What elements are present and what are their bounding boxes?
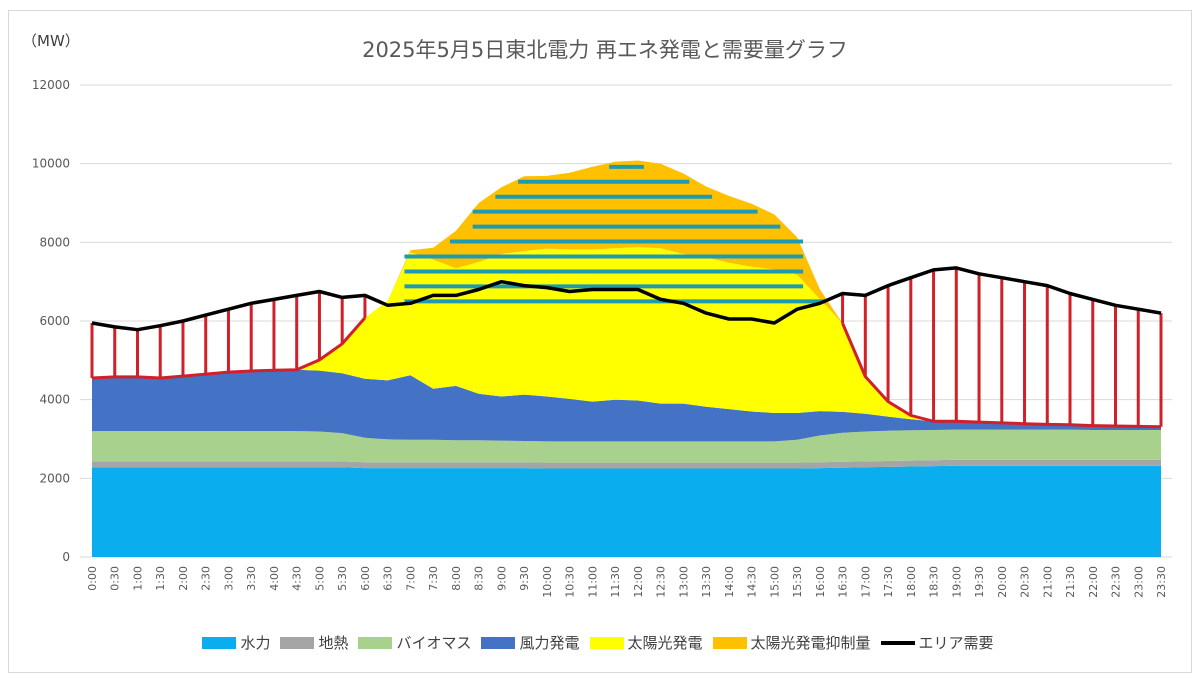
chart-title: 2025年5月5日東北電力 再エネ発電と需要量グラフ [362, 38, 848, 62]
legend-item: 太陽光発電 [589, 632, 703, 653]
area-地熱 [92, 459, 1161, 469]
area-風力発電 [92, 369, 1161, 442]
x-tick-label: 12:30 [655, 566, 668, 598]
x-tick-label: 1:00 [131, 566, 144, 591]
x-tick-label: 13:00 [677, 566, 690, 598]
x-tick-label: 14:30 [746, 566, 759, 598]
area-水力 [92, 465, 1161, 557]
x-tick-label: 15:00 [768, 566, 781, 598]
legend-item: 地熱 [280, 632, 348, 653]
legend-swatch [358, 636, 393, 649]
demand-line [91, 266, 1162, 332]
x-axis-ticks: 0:00 0:30 1:00 1:30 2:00 2:30 3:00 3:30 4:00 4:30… [86, 566, 1168, 598]
x-tick-label: 6:00 [359, 566, 372, 591]
y-axis-ticks: 0 2000 4000 6000 8000 10000 12000 [32, 78, 70, 564]
x-tick-label: 23:00 [1132, 566, 1145, 598]
x-tick-label: 12:00 [632, 566, 645, 598]
x-tick-label: 21:30 [1064, 566, 1077, 598]
x-tick-label: 11:00 [586, 566, 599, 598]
legend-label: 太陽光発電抑制量 [750, 634, 871, 652]
x-tick-label: 3:30 [245, 566, 258, 591]
x-tick-label: 16:30 [837, 566, 850, 598]
y-tick-label: 0 [62, 550, 70, 564]
x-tick-label: 9:00 [495, 566, 508, 591]
legend-swatch [481, 636, 516, 649]
legend-label: 太陽光発電 [627, 634, 703, 652]
y-tick-label: 6000 [39, 314, 70, 328]
x-tick-label: 7:30 [427, 566, 440, 591]
x-tick-label: 20:00 [996, 566, 1009, 598]
x-tick-label: 20:30 [1019, 566, 1032, 598]
legend: 水力 地熱 バイオマス 風力発電 太陽光発電 太陽光発電抑制量 エリア需要 [0, 632, 1200, 653]
x-tick-label: 3:00 [222, 566, 235, 591]
legend-label: 水力 [240, 634, 271, 652]
y-tick-label: 12000 [32, 78, 70, 92]
x-tick-label: 8:00 [450, 566, 463, 591]
x-tick-label: 21:00 [1041, 566, 1054, 598]
x-tick-label: 2:00 [177, 566, 190, 591]
x-tick-label: 10:00 [541, 566, 554, 598]
stacked-areas [92, 160, 1161, 557]
x-tick-label: 5:00 [313, 566, 326, 591]
legend-item: 太陽光発電抑制量 [712, 632, 871, 653]
legend-item: 風力発電 [481, 632, 580, 653]
x-tick-label: 17:30 [882, 566, 895, 598]
x-tick-label: 5:30 [336, 566, 349, 591]
y-tick-label: 8000 [39, 235, 70, 249]
legend-swatch [589, 636, 624, 649]
y-tick-label: 2000 [39, 471, 70, 485]
x-tick-label: 9:30 [518, 566, 531, 591]
x-tick-label: 22:30 [1110, 566, 1123, 598]
red-supply-outline [841, 322, 1162, 429]
x-tick-label: 2:30 [200, 566, 213, 591]
x-tick-label: 7:00 [404, 566, 417, 591]
red-supply-outline [91, 316, 367, 380]
x-tick-label: 14:00 [723, 566, 736, 598]
x-tick-label: 23:30 [1155, 566, 1168, 598]
y-axis-unit-label: （MW） [22, 32, 80, 50]
x-tick-label: 17:00 [859, 566, 872, 598]
area-バイオマス [92, 429, 1161, 463]
demand-line-group [91, 266, 1162, 332]
area-太陽光発電 [92, 247, 1161, 427]
x-tick-label: 19:30 [973, 566, 986, 598]
legend-label: 地熱 [318, 634, 349, 652]
legend-swatch [712, 636, 747, 649]
x-tick-label: 11:30 [609, 566, 622, 598]
legend-label: 風力発電 [519, 634, 580, 652]
x-tick-label: 4:30 [291, 566, 304, 591]
legend-item: 水力 [202, 632, 270, 653]
x-tick-label: 6:30 [382, 566, 395, 591]
legend-swatch [280, 636, 315, 649]
legend-label: バイオマス [396, 634, 472, 652]
x-tick-label: 18:00 [905, 566, 918, 598]
x-tick-label: 15:30 [791, 566, 804, 598]
hatch-overlay [90, 164, 1163, 429]
x-tick-label: 16:00 [814, 566, 827, 598]
x-tick-label: 0:00 [86, 566, 99, 591]
legend-item: エリア需要 [880, 632, 994, 653]
x-tick-label: 18:30 [928, 566, 941, 598]
x-tick-label: 1:30 [154, 566, 167, 591]
x-tick-label: 10:30 [564, 566, 577, 598]
x-tick-label: 4:00 [268, 566, 281, 591]
area-太陽光発電抑制量 [92, 160, 1161, 427]
y-tick-label: 4000 [39, 393, 70, 407]
legend-label: エリア需要 [918, 634, 994, 652]
x-tick-label: 13:30 [700, 566, 713, 598]
y-tick-label: 10000 [32, 157, 70, 171]
x-tick-label: 22:00 [1087, 566, 1100, 598]
x-tick-label: 8:30 [473, 566, 486, 591]
x-tick-label: 0:30 [109, 566, 122, 591]
legend-swatch [202, 636, 237, 649]
legend-item: バイオマス [358, 632, 471, 653]
x-tick-label: 19:00 [950, 566, 963, 598]
legend-swatch [880, 640, 915, 645]
